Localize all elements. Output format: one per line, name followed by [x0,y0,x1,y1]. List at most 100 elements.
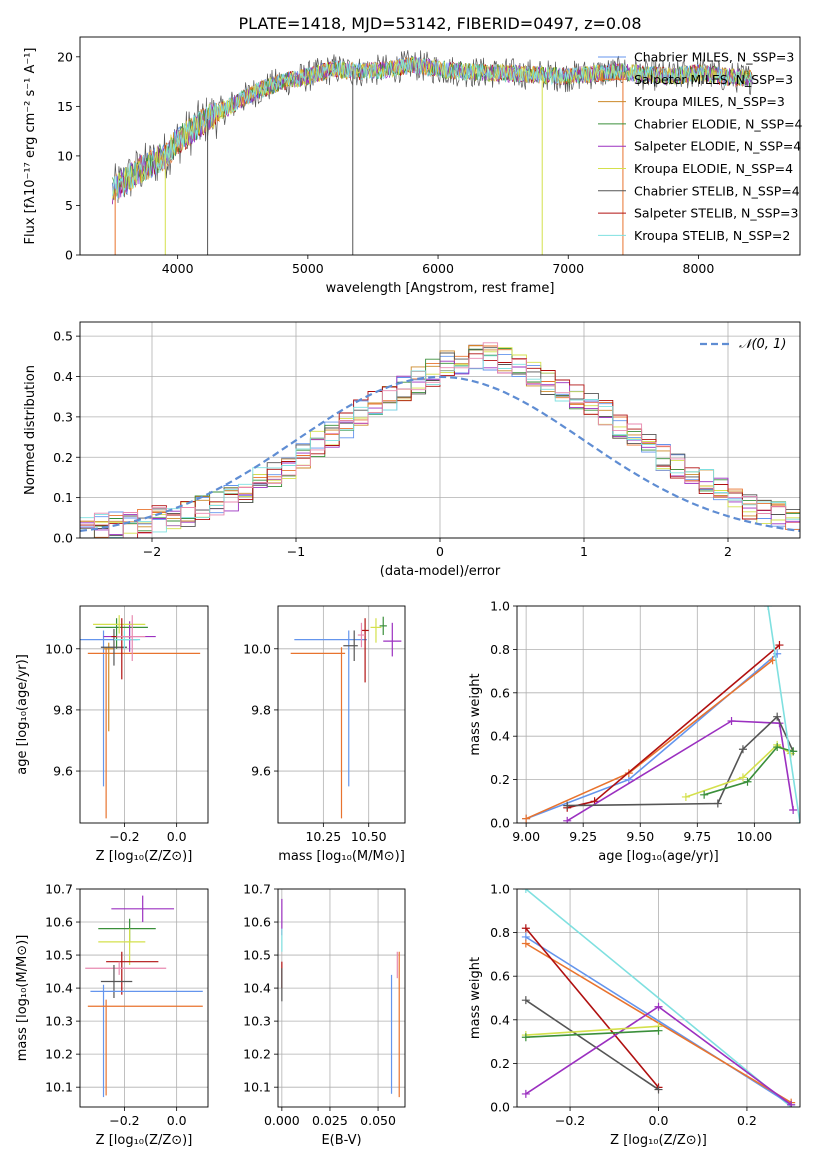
y-tick-label: 0.8 [490,642,510,657]
x-tick-label: −1 [287,544,305,559]
weight-marker [654,1026,663,1035]
x-axis-label: E(B-V) [321,1133,361,1148]
weight-marker [713,799,722,808]
figure-title: PLATE=1418, MJD=53142, FIBERID=0497, z=0… [238,14,641,33]
weight-line [525,889,792,1107]
plot-area [80,615,201,819]
y-tick-label: 1.0 [490,599,510,614]
y-tick-label: 9.8 [251,702,271,717]
weight-line [685,743,792,798]
panel-weight_vs_age: 9.00 9.25 9.50 9.75 10.00 0.0 0.2 0.4 0.6 0.8 1.0 a… [468,599,801,864]
y-tick-label: 10.0 [243,641,271,656]
y-tick-label: 10.7 [45,882,73,897]
plot-area [290,616,402,819]
y-axis-label: mass weight [468,673,483,755]
weight-line [525,659,774,820]
histogram-step [80,342,800,538]
legend: 𝒩(0, 1) [700,337,786,352]
y-axis-label: mass [log₁₀(M/M⊙)] [15,935,30,1062]
x-axis-label: mass [log₁₀(M/M⊙)] [278,849,405,864]
legend-label: Salpeter STELIB, N_SSP=3 [634,206,798,221]
y-tick-label: 0.6 [490,685,510,700]
axes-frame [79,321,801,539]
x-tick-label: 9.00 [512,829,540,844]
x-tick-label: 10.50 [351,829,387,844]
plot-area [521,889,796,1107]
plot-area [85,895,203,1098]
panel-weight_vs_Z: −0.2 0.0 0.2 0.0 0.2 0.4 0.6 0.8 1.0 Z [log₁₀(Z/Z… [468,882,801,1148]
weight-marker [787,1100,796,1107]
y-tick-label: 10.1 [243,1080,271,1095]
weight-marker [521,1033,530,1042]
x-axis-label: Z [log₁₀(Z/Z⊙)] [96,849,193,864]
legend-label: Chabrier MILES, N_SSP=3 [634,50,794,65]
x-tick-label: 0.0 [167,1113,187,1128]
legend-label: Kroupa ELODIE, N_SSP=4 [634,161,793,176]
weight-line [525,1029,659,1038]
y-tick-label: 10.5 [45,948,73,963]
x-tick-label: 4000 [162,261,194,276]
weight-marker [521,889,530,893]
y-tick-label: 0.2 [490,772,510,787]
plot-area [522,606,800,823]
weight-marker [727,717,736,726]
plot-area [112,50,753,255]
x-tick-label: 1 [580,544,588,559]
y-tick-label: 10.3 [45,1014,73,1029]
panel-mass_vs_Z: −0.2 0.0 10.1 10.2 10.3 10.4 10.5 10.6 10.7 Z [lo… [15,882,209,1148]
errorbar-point [113,630,141,649]
x-tick-label: 10.00 [736,829,772,844]
weight-marker [563,816,572,823]
panel-mass_vs_EBV: 0.000 0.025 0.050 10.1 10.2 10.3 10.4 10.5 10.6 1… [243,882,406,1148]
weight-marker [764,606,773,610]
legend-label: Salpeter ELODIE, N_SSP=4 [634,139,801,154]
weight-marker [654,1002,663,1011]
y-tick-label: 0.0 [490,816,510,831]
y-tick-label: 10.5 [243,948,271,963]
axes-frame [79,36,801,256]
y-tick-label: 0.6 [490,969,510,984]
y-tick-label: 0.2 [53,450,73,465]
x-tick-label: 6000 [422,261,454,276]
y-axis-label: mass weight [468,957,483,1039]
plot-area [281,898,400,1098]
weight-line [525,1025,659,1036]
weight-marker [775,641,784,650]
x-axis-label: (data-model)/error [380,564,501,579]
weight-line [525,927,660,1088]
y-tick-label: 1.0 [490,882,510,897]
axes-frame [277,605,406,824]
legend-label: Kroupa MILES, N_SSP=3 [634,94,785,109]
errorbar-point [98,928,146,965]
y-tick-label: 20 [57,49,73,64]
panel-age_vs_Z: −0.2 0.0 9.6 9.8 10.0 Z [log₁₀(Z/Z⊙)] age [log… [15,605,209,864]
errorbar-point [100,628,128,666]
weight-line [703,746,794,796]
y-tick-label: 9.6 [53,764,73,779]
y-tick-label: 10.2 [243,1047,271,1062]
y-tick-label: 9.6 [251,764,271,779]
x-axis-label: Z [log₁₀(Z/Z⊙)] [96,1133,193,1148]
legend-label: Chabrier ELODIE, N_SSP=4 [634,116,803,131]
errorbar-point [87,999,203,1096]
weight-marker [522,814,531,823]
plot-area [80,342,800,538]
x-tick-label: 0 [436,544,444,559]
errorbar-point [90,984,203,1098]
weight-line [525,999,659,1091]
weight-marker [743,777,752,786]
histogram-step [80,347,800,538]
y-tick-label: 0.1 [53,490,73,505]
y-axis-label: Flux [fλ10⁻¹⁷ erg cm⁻² s⁻¹ A⁻¹] [23,48,38,245]
x-tick-label: 5000 [292,261,324,276]
x-tick-label: 10.25 [305,829,341,844]
y-tick-label: 10.4 [45,981,73,996]
x-tick-label: 9.50 [626,829,654,844]
grid [517,605,800,824]
gaussian-curve [80,375,800,532]
axes-frame [516,888,801,1108]
x-tick-label: 9.75 [683,829,711,844]
y-axis-label: Normed distribution [23,365,38,495]
